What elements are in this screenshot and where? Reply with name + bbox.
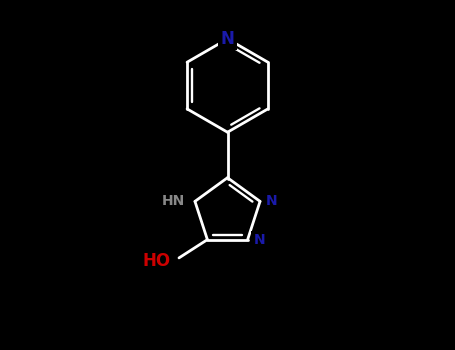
Text: HO: HO xyxy=(142,252,171,270)
Text: HN: HN xyxy=(162,194,185,208)
Text: N: N xyxy=(221,30,234,48)
Text: N: N xyxy=(253,233,265,247)
Text: N: N xyxy=(266,194,278,208)
